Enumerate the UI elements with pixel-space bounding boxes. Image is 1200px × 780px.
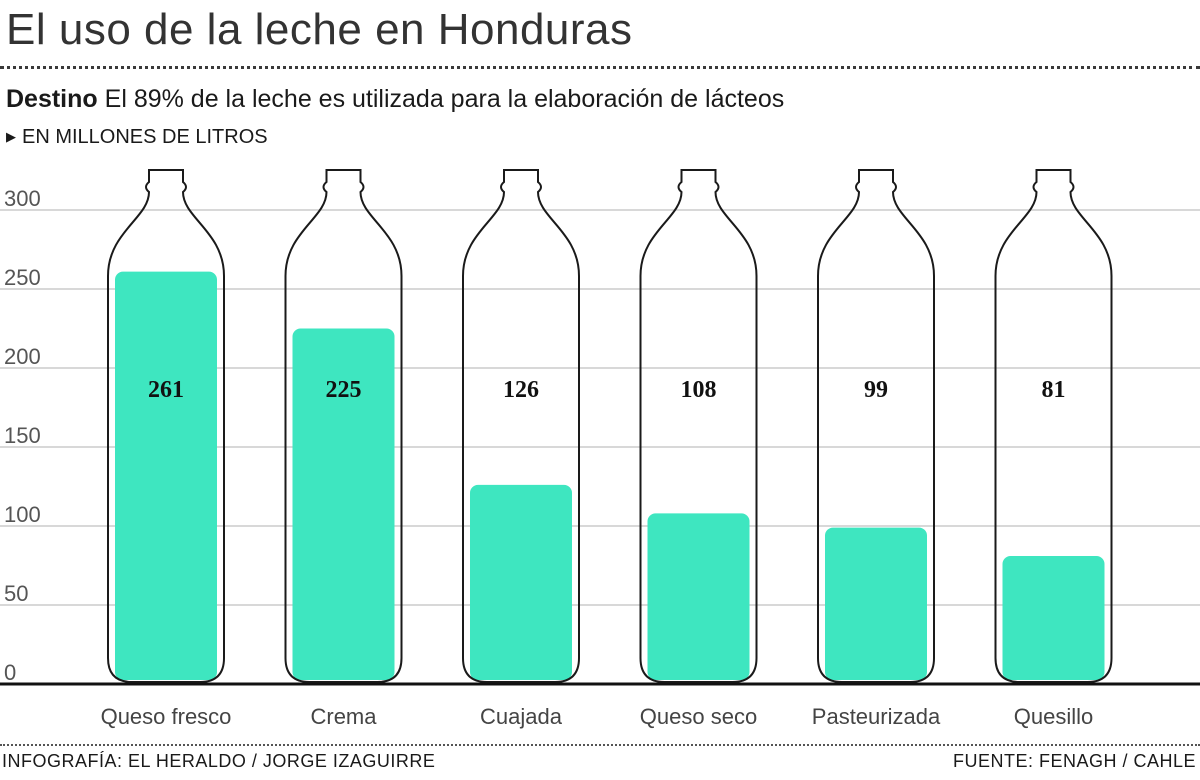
- y-tick-label: 50: [4, 581, 28, 606]
- data-source: FUENTE: FENAGH / CAHLE: [952, 751, 1196, 771]
- x-tick-label: Quesillo: [1014, 704, 1093, 729]
- bottle-outline: [994, 169, 1113, 683]
- data-label: 261: [148, 377, 184, 403]
- data-label: 126: [503, 377, 539, 403]
- bottle-outline: [817, 169, 935, 683]
- y-tick-label: 100: [4, 502, 41, 527]
- data-label: 99: [864, 377, 888, 403]
- x-tick-label: Cuajada: [480, 704, 563, 729]
- subtitle-text: El 89% de la leche es utilizada para la …: [104, 85, 785, 113]
- unit-label: ▶ EN MILLONES DE LITROS: [6, 126, 268, 148]
- chart-title: El uso de la leche en Honduras: [6, 5, 633, 54]
- bar-fill: [292, 328, 395, 680]
- title-divider: [0, 66, 1200, 69]
- x-tick-label: Queso fresco: [101, 704, 232, 729]
- bottle-bar-chart: 0 50 100 150 200 250 300 261 Queso fresco 225 Crem…: [0, 169, 1200, 729]
- x-tick-label: Queso seco: [640, 704, 757, 729]
- bar-fill: [470, 484, 572, 680]
- data-label: 81: [1042, 377, 1066, 403]
- bar-fill: [647, 513, 750, 680]
- footer-divider: [0, 744, 1200, 746]
- bottle-outline: [284, 169, 403, 683]
- bar-fill: [825, 527, 927, 680]
- data-label: 108: [681, 377, 717, 403]
- bottle-outline: [107, 169, 225, 683]
- y-tick-label: 300: [4, 186, 41, 211]
- bar-fill: [1002, 556, 1105, 680]
- subtitle-keyword: Destino: [6, 85, 98, 113]
- y-tick-label: 0: [4, 660, 16, 685]
- unit-label-text: EN MILLONES DE LITROS: [22, 126, 268, 148]
- infographic-credit: INFOGRAFÍA: EL HERALDO / JORGE IZAGUIRRE: [2, 751, 436, 771]
- bottle-outline: [462, 169, 580, 683]
- bar-fill: [115, 271, 217, 680]
- bottle-outline: [639, 169, 758, 683]
- x-tick-label: Crema: [310, 704, 377, 729]
- chart-subtitle: Destino El 89% de la leche es utilizada …: [6, 85, 785, 114]
- y-tick-label: 200: [4, 344, 41, 369]
- triangle-right-icon: ▶: [6, 129, 16, 144]
- y-tick-label: 250: [4, 265, 41, 290]
- y-tick-label: 150: [4, 423, 41, 448]
- x-tick-label: Pasteurizada: [812, 704, 941, 729]
- data-label: 225: [326, 377, 362, 403]
